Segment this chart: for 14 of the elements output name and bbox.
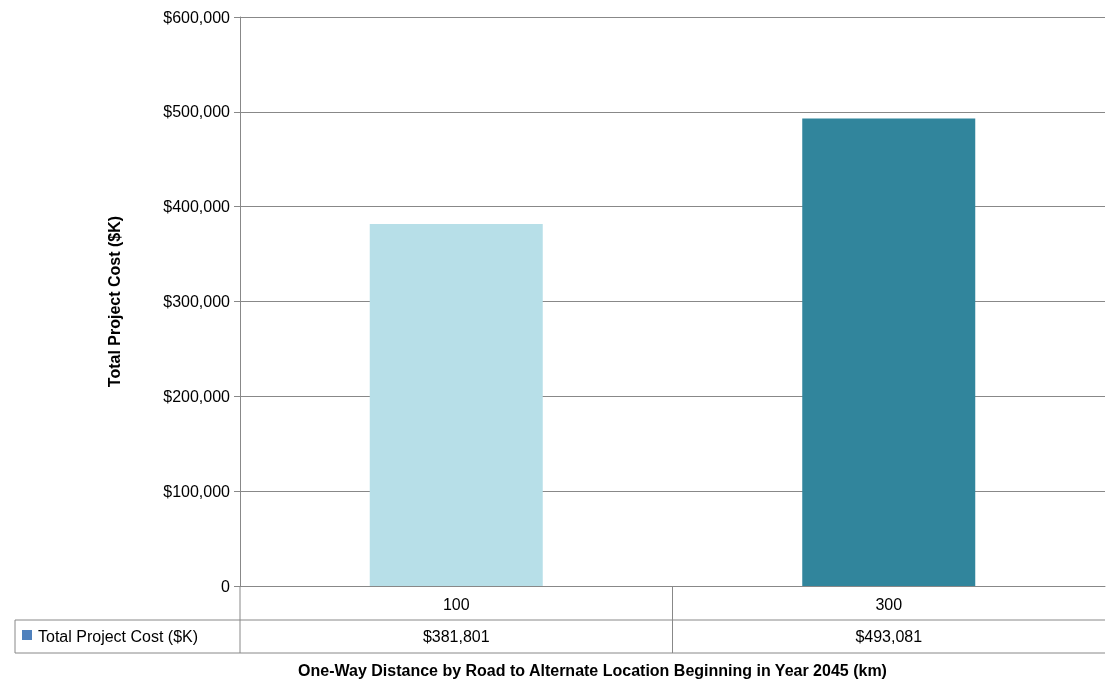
data-label: $493,081: [855, 628, 923, 645]
data-label: $381,801: [422, 628, 490, 645]
y-tick-label: $600,000: [163, 8, 231, 26]
x-axis-title: One-Way Distance by Road to Alternate Location Beginning in Year 2045 (km): [298, 661, 887, 679]
y-tick-label: $300,000: [163, 293, 231, 310]
y-tick-label: $200,000: [163, 387, 231, 405]
text: Total Project Cost ($K): [38, 628, 199, 645]
y-tick-label: $500,000: [163, 103, 231, 121]
y-axis-title: Total Project Cost ($K): [105, 215, 123, 388]
y-tick-label: $400,000: [163, 198, 231, 216]
x-tick-label: 300: [875, 595, 903, 613]
x-tick-label: 100: [442, 595, 470, 613]
y-tick-label: 0: [221, 577, 231, 595]
y-tick-label: $100,000: [163, 482, 231, 500]
